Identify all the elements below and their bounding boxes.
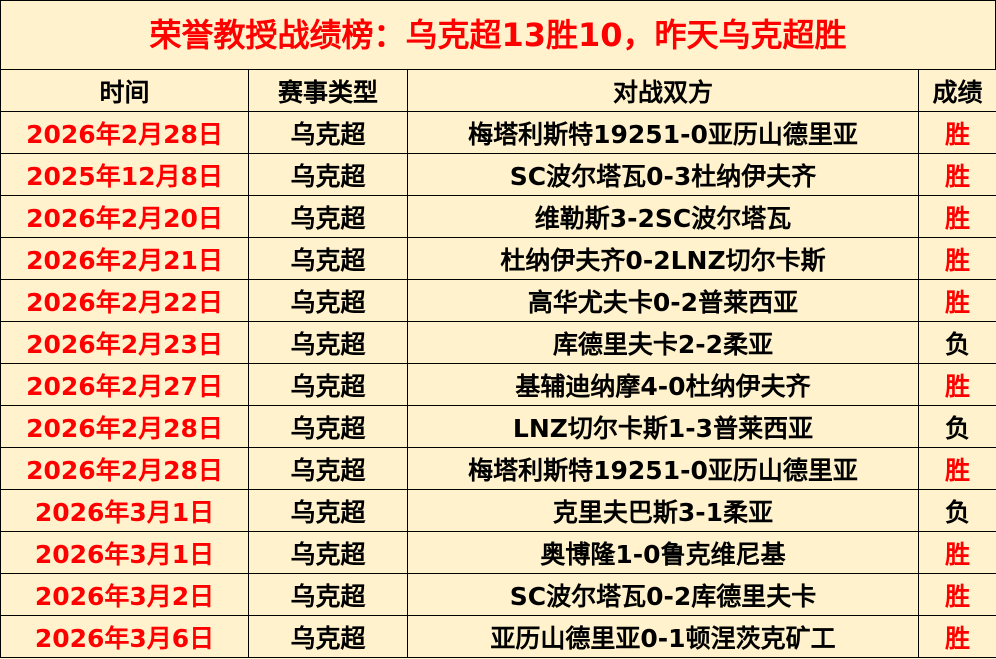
date-cell: 2026年2月20日 [0, 195, 249, 238]
date-cell: 2026年2月27日 [0, 363, 249, 406]
result-cell: 负 [918, 321, 996, 364]
date-cell: 2026年2月28日 [0, 447, 249, 490]
date-cell: 2026年2月28日 [0, 405, 249, 448]
match-cell: 高华尤夫卡0-2普莱西亚 [407, 279, 919, 322]
type-cell: 乌克超 [248, 447, 408, 490]
table-row: 2026年2月22日 乌克超 高华尤夫卡0-2普莱西亚胜 [0, 279, 996, 322]
result-cell: 胜 [918, 615, 996, 658]
date-cell: 2026年3月6日 [0, 615, 249, 658]
type-cell: 乌克超 [248, 573, 408, 616]
type-cell: 乌克超 [248, 237, 408, 280]
result-cell: 胜 [918, 363, 996, 406]
type-cell: 乌克超 [248, 111, 408, 154]
result-cell: 胜 [918, 195, 996, 238]
result-cell: 胜 [918, 279, 996, 322]
match-cell: SC波尔塔瓦0-3杜纳伊夫齐 [407, 153, 919, 196]
type-cell: 乌克超 [248, 489, 408, 532]
table-row: 2026年2月21日 乌克超 杜纳伊夫齐0-2LNZ切尔卡斯胜 [0, 237, 996, 280]
type-cell: 乌克超 [248, 531, 408, 574]
date-cell: 2026年3月1日 [0, 489, 249, 532]
table-header: 时间 赛事类型 对战双方 成绩 [0, 69, 996, 112]
match-cell: 奥博隆1-0鲁克维尼基 [407, 531, 919, 574]
header-time: 时间 [0, 69, 249, 112]
table-row: 2026年2月28日 乌克超 梅塔利斯特19251-0亚历山德里亚胜 [0, 447, 996, 490]
date-cell: 2026年3月1日 [0, 531, 249, 574]
match-cell: SC波尔塔瓦0-2库德里夫卡 [407, 573, 919, 616]
match-cell: 梅塔利斯特19251-0亚历山德里亚 [407, 447, 919, 490]
table-row: 2026年2月20日 乌克超 维勒斯3-2SC波尔塔瓦胜 [0, 195, 996, 238]
type-cell: 乌克超 [248, 363, 408, 406]
table-row: 2026年2月23日 乌克超 库德里夫卡2-2柔亚负 [0, 321, 996, 364]
type-cell: 乌克超 [248, 153, 408, 196]
date-cell: 2026年2月23日 [0, 321, 249, 364]
match-cell: 梅塔利斯特19251-0亚历山德里亚 [407, 111, 919, 154]
type-cell: 乌克超 [248, 615, 408, 658]
table-row: 2026年2月28日 乌克超 LNZ切尔卡斯1-3普莱西亚负 [0, 405, 996, 448]
date-cell: 2025年12月8日 [0, 153, 249, 196]
table-row: 2025年12月8日 乌克超 SC波尔塔瓦0-3杜纳伊夫齐胜 [0, 153, 996, 196]
date-cell: 2026年2月21日 [0, 237, 249, 280]
table-row: 2026年3月6日 乌克超 亚历山德里亚0-1顿涅茨克矿工胜 [0, 615, 996, 658]
result-cell: 胜 [918, 237, 996, 280]
result-cell: 负 [918, 489, 996, 532]
results-table: 时间 赛事类型 对战双方 成绩 2026年2月28日 乌克超 梅塔利斯特19251-… [0, 69, 996, 658]
page-title: 荣誉教授战绩榜：乌克超13胜10，昨天乌克超胜 [0, 0, 996, 69]
type-cell: 乌克超 [248, 405, 408, 448]
match-cell: 维勒斯3-2SC波尔塔瓦 [407, 195, 919, 238]
match-cell: LNZ切尔卡斯1-3普莱西亚 [407, 405, 919, 448]
table-row: 2026年3月1日 乌克超 奥博隆1-0鲁克维尼基胜 [0, 531, 996, 574]
date-cell: 2026年2月28日 [0, 111, 249, 154]
match-cell: 杜纳伊夫齐0-2LNZ切尔卡斯 [407, 237, 919, 280]
header-type: 赛事类型 [248, 69, 408, 112]
match-cell: 基辅迪纳摩4-0杜纳伊夫齐 [407, 363, 919, 406]
match-cell: 亚历山德里亚0-1顿涅茨克矿工 [407, 615, 919, 658]
result-cell: 胜 [918, 111, 996, 154]
date-cell: 2026年3月2日 [0, 573, 249, 616]
type-cell: 乌克超 [248, 279, 408, 322]
header-result: 成绩 [918, 69, 996, 112]
result-cell: 胜 [918, 447, 996, 490]
table-row: 2026年2月27日 乌克超 基辅迪纳摩4-0杜纳伊夫齐胜 [0, 363, 996, 406]
match-cell: 克里夫巴斯3-1柔亚 [407, 489, 919, 532]
table-row: 2026年2月28日 乌克超 梅塔利斯特19251-0亚历山德里亚胜 [0, 111, 996, 154]
table-row: 2026年3月2日 乌克超 SC波尔塔瓦0-2库德里夫卡胜 [0, 573, 996, 616]
result-cell: 胜 [918, 153, 996, 196]
type-cell: 乌克超 [248, 321, 408, 364]
result-cell: 负 [918, 405, 996, 448]
date-cell: 2026年2月22日 [0, 279, 249, 322]
type-cell: 乌克超 [248, 195, 408, 238]
result-cell: 胜 [918, 531, 996, 574]
result-cell: 胜 [918, 573, 996, 616]
match-cell: 库德里夫卡2-2柔亚 [407, 321, 919, 364]
header-match: 对战双方 [407, 69, 919, 112]
table-row: 2026年3月1日 乌克超 克里夫巴斯3-1柔亚负 [0, 489, 996, 532]
